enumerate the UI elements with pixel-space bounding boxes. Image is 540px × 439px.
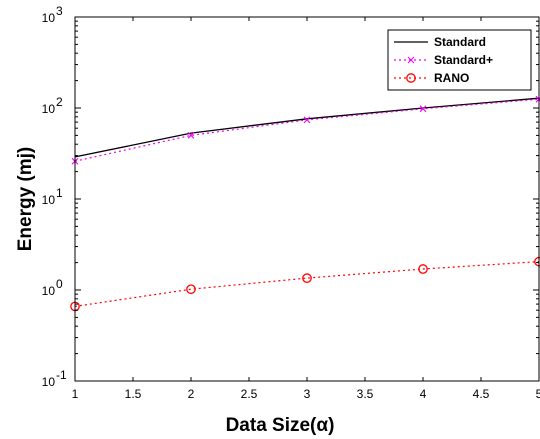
y-axis-label: Energy (mj) (15, 147, 36, 252)
y-tick-label: 10 (42, 193, 56, 207)
legend-label-1: Standard (434, 35, 486, 49)
y-tick-label: 10 (42, 284, 56, 298)
legend-label-2: Standard+ (434, 53, 493, 67)
y-tick-label: 10 (42, 375, 56, 389)
y-tick-label-exponent: 3 (56, 4, 63, 18)
y-tick-label-exponent: 2 (56, 95, 63, 109)
x-tick-label: 1.5 (125, 387, 142, 401)
x-tick-label: 3 (304, 387, 311, 401)
y-tick-label-exponent: 1 (56, 186, 63, 200)
legend: Standard Standard+ RANO (388, 30, 531, 90)
y-tick-label-exponent: -1 (56, 368, 67, 382)
legend-label-3: RANO (434, 71, 469, 85)
x-tick-label: 5 (536, 387, 540, 401)
x-tick-label: 2 (188, 387, 195, 401)
x-tick-label: 2.5 (241, 387, 258, 401)
x-tick-label: 4.5 (473, 387, 490, 401)
y-tick-label: 10 (42, 102, 56, 116)
x-tick-label: 1 (72, 387, 79, 401)
x-tick-label: 3.5 (357, 387, 374, 401)
x-axis-label: Data Size(α) (226, 415, 335, 436)
x-tick-label: 4 (420, 387, 427, 401)
y-tick-label-exponent: 0 (56, 277, 63, 291)
y-tick-label: 10 (42, 11, 56, 25)
